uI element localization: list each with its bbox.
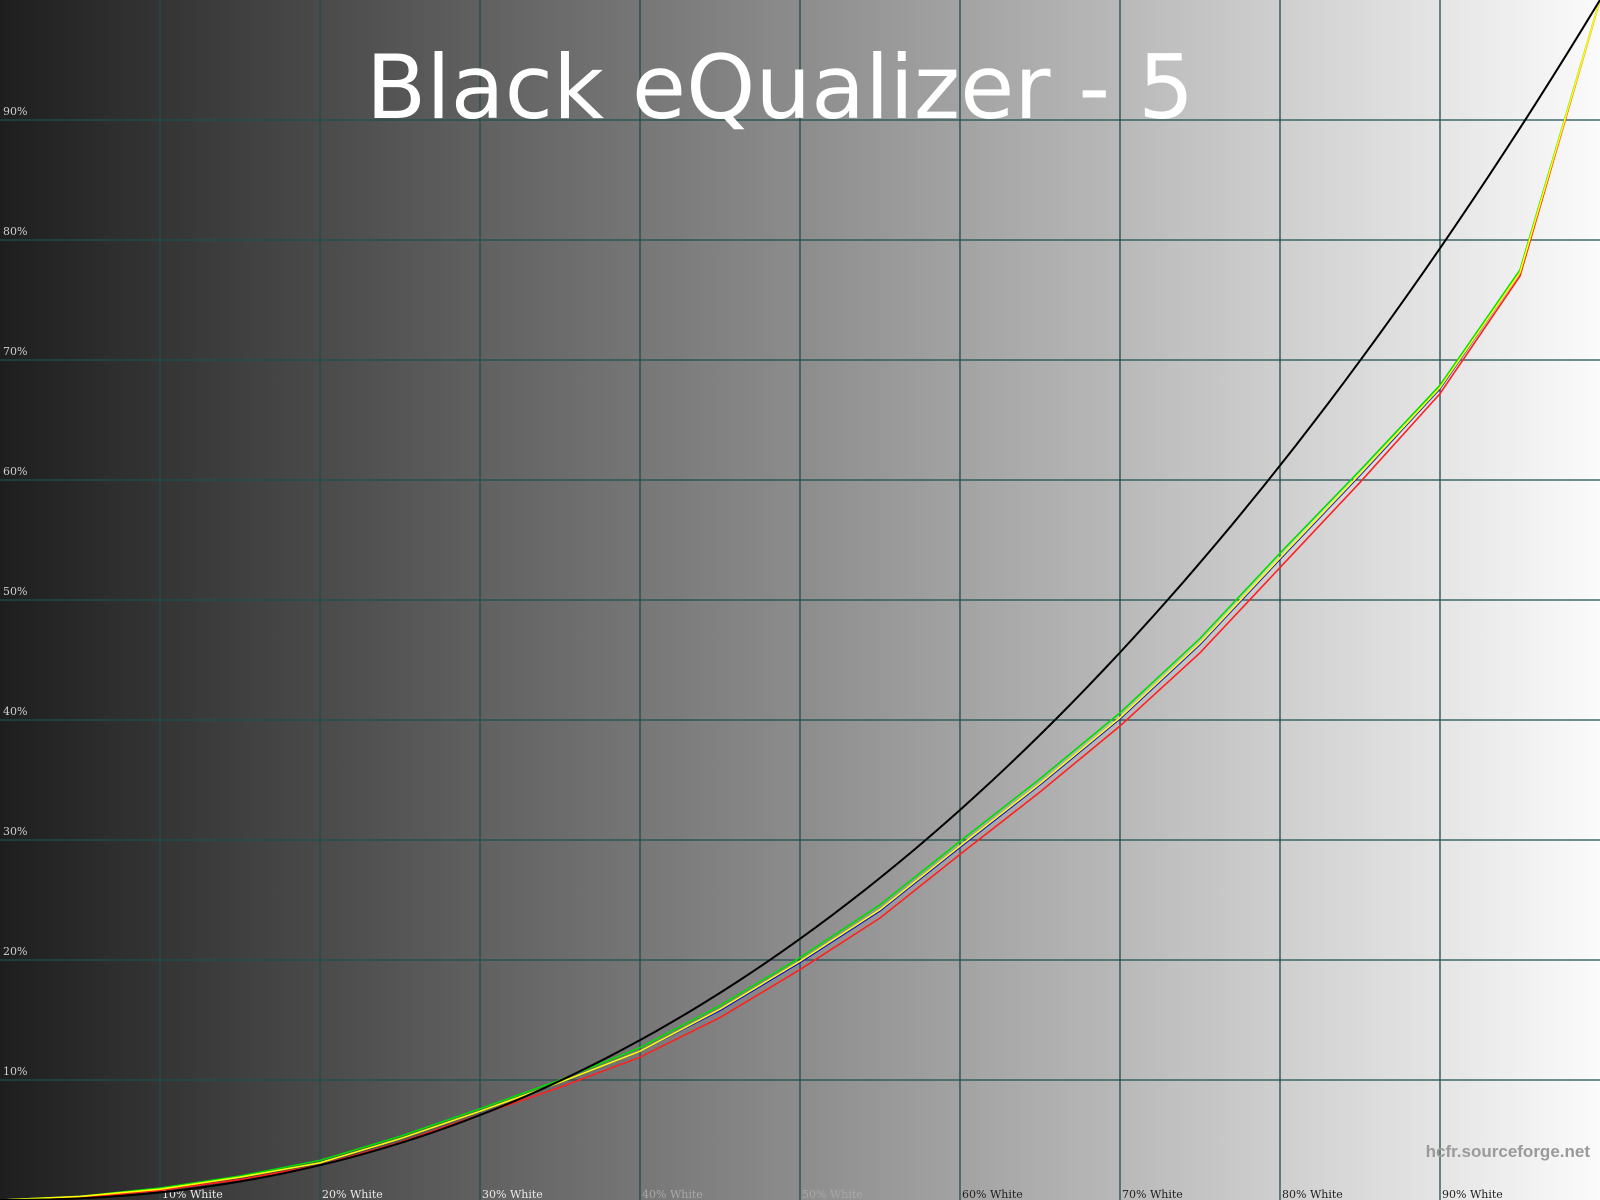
x-axis-labels: 10% White 20% White 30% White 40% White 50% … — [162, 1188, 1503, 1200]
x-tick-label: 40% White — [642, 1188, 703, 1200]
x-tick-label: 60% White — [962, 1188, 1023, 1200]
x-tick-label: 70% White — [1122, 1188, 1183, 1200]
y-tick-label: 20% — [3, 945, 27, 958]
y-tick-label: 70% — [3, 345, 27, 358]
x-tick-label: 30% White — [482, 1188, 543, 1200]
y-tick-label: 50% — [3, 585, 27, 598]
y-tick-label: 10% — [3, 1065, 27, 1078]
x-tick-label: 90% White — [1442, 1188, 1503, 1200]
y-tick-label: 90% — [3, 105, 27, 118]
y-tick-label: 60% — [3, 465, 27, 478]
chart-title: Black eQualizer - 5 — [366, 36, 1194, 139]
watermark: hcfr.sourceforge.net — [1426, 1142, 1591, 1161]
x-tick-label: 10% White — [162, 1188, 223, 1200]
y-tick-label: 80% — [3, 225, 27, 238]
y-tick-label: 30% — [3, 825, 27, 838]
x-tick-label: 50% White — [802, 1188, 863, 1200]
y-tick-label: 40% — [3, 705, 27, 718]
x-tick-label: 80% White — [1282, 1188, 1343, 1200]
x-tick-label: 20% White — [322, 1188, 383, 1200]
y-axis-labels: 10% 20% 30% 40% 50% 60% 70% 80% 90% — [3, 105, 27, 1078]
